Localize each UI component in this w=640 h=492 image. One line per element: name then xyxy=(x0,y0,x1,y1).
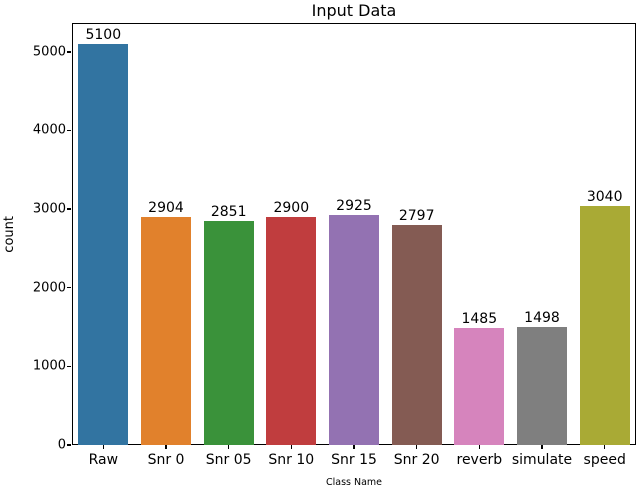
y-tick-label: 3000 xyxy=(32,201,66,217)
x-tick-mark xyxy=(102,445,105,449)
bar-value-label: 2925 xyxy=(336,197,372,214)
bar-snr-10 xyxy=(266,216,317,445)
x-tick-mark xyxy=(541,445,543,449)
x-tick-label-snr-05: Snr 05 xyxy=(205,452,252,468)
y-axis-label: count xyxy=(2,215,17,253)
x-tick-mark xyxy=(353,445,355,449)
x-tick-label-snr-0: Snr 0 xyxy=(147,452,185,468)
y-axis-label-wrap: count xyxy=(2,0,17,468)
x-tick-label-snr-20: Snr 20 xyxy=(393,452,440,468)
x-tick-label-simulate: simulate xyxy=(511,452,573,468)
y-tick-label: 5000 xyxy=(32,44,66,60)
x-tick-mark xyxy=(478,445,481,449)
bar-speed xyxy=(579,205,630,445)
x-tick-label-raw: Raw xyxy=(88,452,119,468)
bar-value-label: 2851 xyxy=(210,203,247,220)
bar-value-label: 5100 xyxy=(85,26,122,43)
x-tick-mark xyxy=(603,445,606,449)
y-tick-mark xyxy=(67,51,71,53)
y-tick-mark xyxy=(67,286,71,289)
bar-value-label: 2900 xyxy=(273,199,310,216)
x-tick-mark xyxy=(415,445,418,449)
x-axis-label: Class Name xyxy=(325,477,383,488)
bar-raw xyxy=(78,43,129,445)
y-tick-mark xyxy=(67,208,71,210)
bar-value-label: 1485 xyxy=(461,311,498,328)
x-tick-label-reverb: reverb xyxy=(456,452,503,468)
bar-snr-0 xyxy=(140,216,191,445)
y-tick-label: 0 xyxy=(57,437,66,453)
x-tick-mark xyxy=(290,445,293,449)
chart-title: Input Data xyxy=(311,1,397,20)
bar-snr-15 xyxy=(328,214,379,445)
y-tick-label: 4000 xyxy=(32,122,66,138)
bar-reverb xyxy=(454,328,505,445)
x-tick-mark xyxy=(165,445,167,449)
bar-value-label: 3040 xyxy=(586,188,623,205)
bar-value-label: 1498 xyxy=(524,310,560,327)
x-tick-label-speed: speed xyxy=(583,452,626,468)
x-tick-label-snr-10: Snr 10 xyxy=(268,452,315,468)
y-tick-mark xyxy=(67,365,71,368)
y-tick-label: 1000 xyxy=(32,358,66,374)
bar-value-label: 2904 xyxy=(148,199,184,216)
y-tick-mark xyxy=(67,129,71,132)
x-tick-label-snr-15: Snr 15 xyxy=(331,452,377,468)
y-tick-label: 2000 xyxy=(32,280,66,296)
bar-simulate xyxy=(516,327,567,445)
bar-value-label: 2797 xyxy=(398,208,435,224)
bar-snr-05 xyxy=(203,220,254,445)
bar-snr-20 xyxy=(391,225,442,445)
y-tick-mark xyxy=(67,444,71,446)
x-tick-mark xyxy=(227,445,230,449)
